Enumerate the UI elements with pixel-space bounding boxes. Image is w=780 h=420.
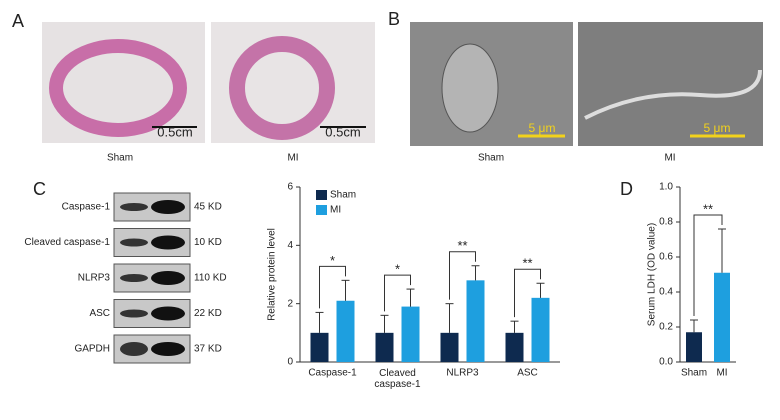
band [120,238,148,247]
panel-letter: A [12,11,24,31]
significance-label: ** [457,238,467,253]
band [120,203,148,211]
caption: MI [287,153,298,164]
bar [531,297,550,362]
y-axis-label: Relative protein level [267,228,278,321]
band [120,342,148,356]
bar [505,332,524,362]
bar [714,272,730,362]
blot-size: 10 KD [194,237,222,248]
caption: MI [664,153,675,164]
legend-label: MI [330,205,341,216]
y-tick-label: 0.4 [659,287,673,298]
y-axis-label: Serum LDH (OD value) [647,223,658,326]
significance-label: * [395,262,400,277]
tissue-ring [229,36,335,140]
x-tick-label: Caspase-1 [308,368,357,379]
band [120,274,148,282]
y-tick-label: 0.6 [659,252,673,263]
significance-bracket [693,214,723,316]
bar [310,332,329,362]
band [120,309,148,318]
scale-label: 0.5cm [157,124,192,139]
significance-bracket [319,265,346,309]
significance-bracket [384,274,411,312]
scale-label: 5 μm [529,121,556,135]
scale-label: 0.5cm [325,124,360,139]
y-tick-label: 0.0 [659,357,673,368]
significance-bracket [449,251,476,300]
bar [401,306,420,362]
y-tick-label: 1.0 [659,182,673,193]
caption: Sham [478,153,504,164]
bar [686,332,702,362]
band [151,271,185,285]
tissue-ring [49,39,187,137]
blot-label: Caspase-1 [62,202,111,213]
band [151,235,185,250]
significance-label: ** [522,256,532,271]
legend-label: Sham [330,190,356,201]
band [151,306,185,321]
x-tick-label: Cleaved caspase-1 [374,368,421,390]
significance-label: ** [703,201,713,216]
image [578,22,763,146]
caption: Sham [107,153,133,164]
scale-label: 5 μm [704,121,731,135]
bar [375,332,394,362]
x-tick-label: Sham [681,368,707,379]
vessel [584,69,762,120]
significance-label: * [330,253,335,268]
blot-label: GAPDH [74,344,110,355]
significance-bracket [514,268,541,318]
y-tick-label: 0.2 [659,322,673,333]
band [151,200,185,214]
panel-letter: D [620,179,633,199]
y-tick-label: 0.8 [659,217,673,228]
legend-swatch [316,205,327,215]
blot-label: ASC [89,308,110,319]
bar [440,332,459,362]
y-tick-label: 6 [287,182,293,193]
band [151,342,185,356]
blot-label: NLRP3 [78,273,111,284]
y-tick-label: 2 [287,298,293,309]
x-tick-label: NLRP3 [446,368,479,379]
panel-letter: B [388,9,400,29]
x-tick-label: MI [716,368,727,379]
bar [466,280,485,362]
blot-label: Cleaved caspase-1 [24,237,110,248]
y-tick-label: 0 [287,357,293,368]
legend-swatch [316,190,327,200]
blot-size: 22 KD [194,308,222,319]
blot-size: 45 KD [194,202,222,213]
nucleus [441,43,499,133]
bar [336,300,355,362]
x-tick-label: ASC [517,368,538,379]
blot-size: 37 KD [194,344,222,355]
panel-letter: C [33,179,46,199]
y-tick-label: 4 [287,240,293,251]
blot-size: 110 KD [194,273,227,284]
